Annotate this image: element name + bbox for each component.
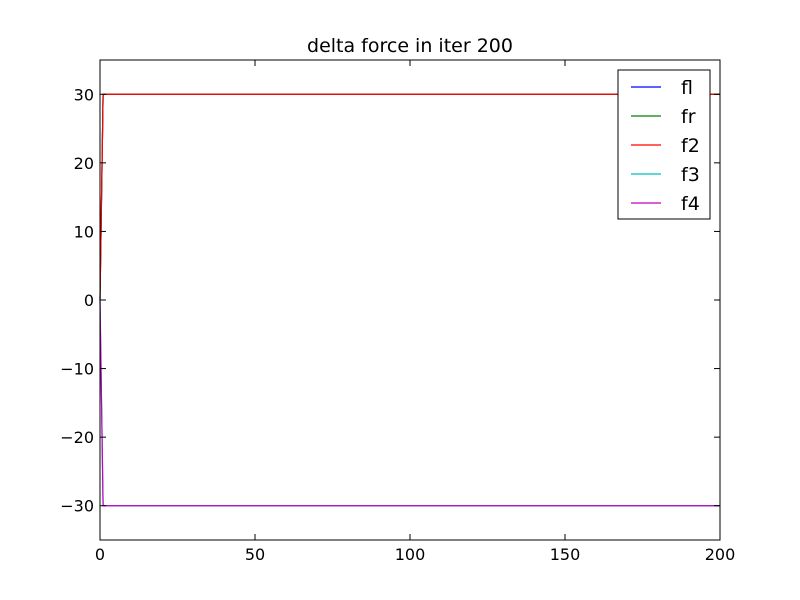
y-tick-label: 10 [74, 222, 94, 241]
legend-label-f3: f3 [681, 164, 700, 186]
y-tick-label: −10 [60, 360, 94, 379]
x-tick-label: 0 [95, 545, 105, 564]
y-tick-label: 20 [74, 154, 94, 173]
x-tick-label: 50 [245, 545, 265, 564]
legend-label-f4: f4 [681, 193, 700, 215]
x-tick-label: 150 [550, 545, 581, 564]
legend-label-f2: f2 [681, 135, 700, 157]
y-tick-label: −30 [60, 497, 94, 516]
y-tick-label: 30 [74, 85, 94, 104]
legend: fl fr f2 f3 f4 [617, 69, 711, 220]
legend-label-fl: fl [681, 77, 693, 99]
chart-title: delta force in iter 200 [307, 35, 513, 57]
series-line-f4 [99, 299, 720, 507]
series-line-f3 [99, 299, 720, 507]
legend-label-fr: fr [681, 106, 696, 128]
y-tick-label: 0 [84, 291, 94, 310]
x-tick-label: 200 [705, 545, 736, 564]
y-tick-label: −20 [60, 428, 94, 447]
x-tick-label: 100 [395, 545, 426, 564]
